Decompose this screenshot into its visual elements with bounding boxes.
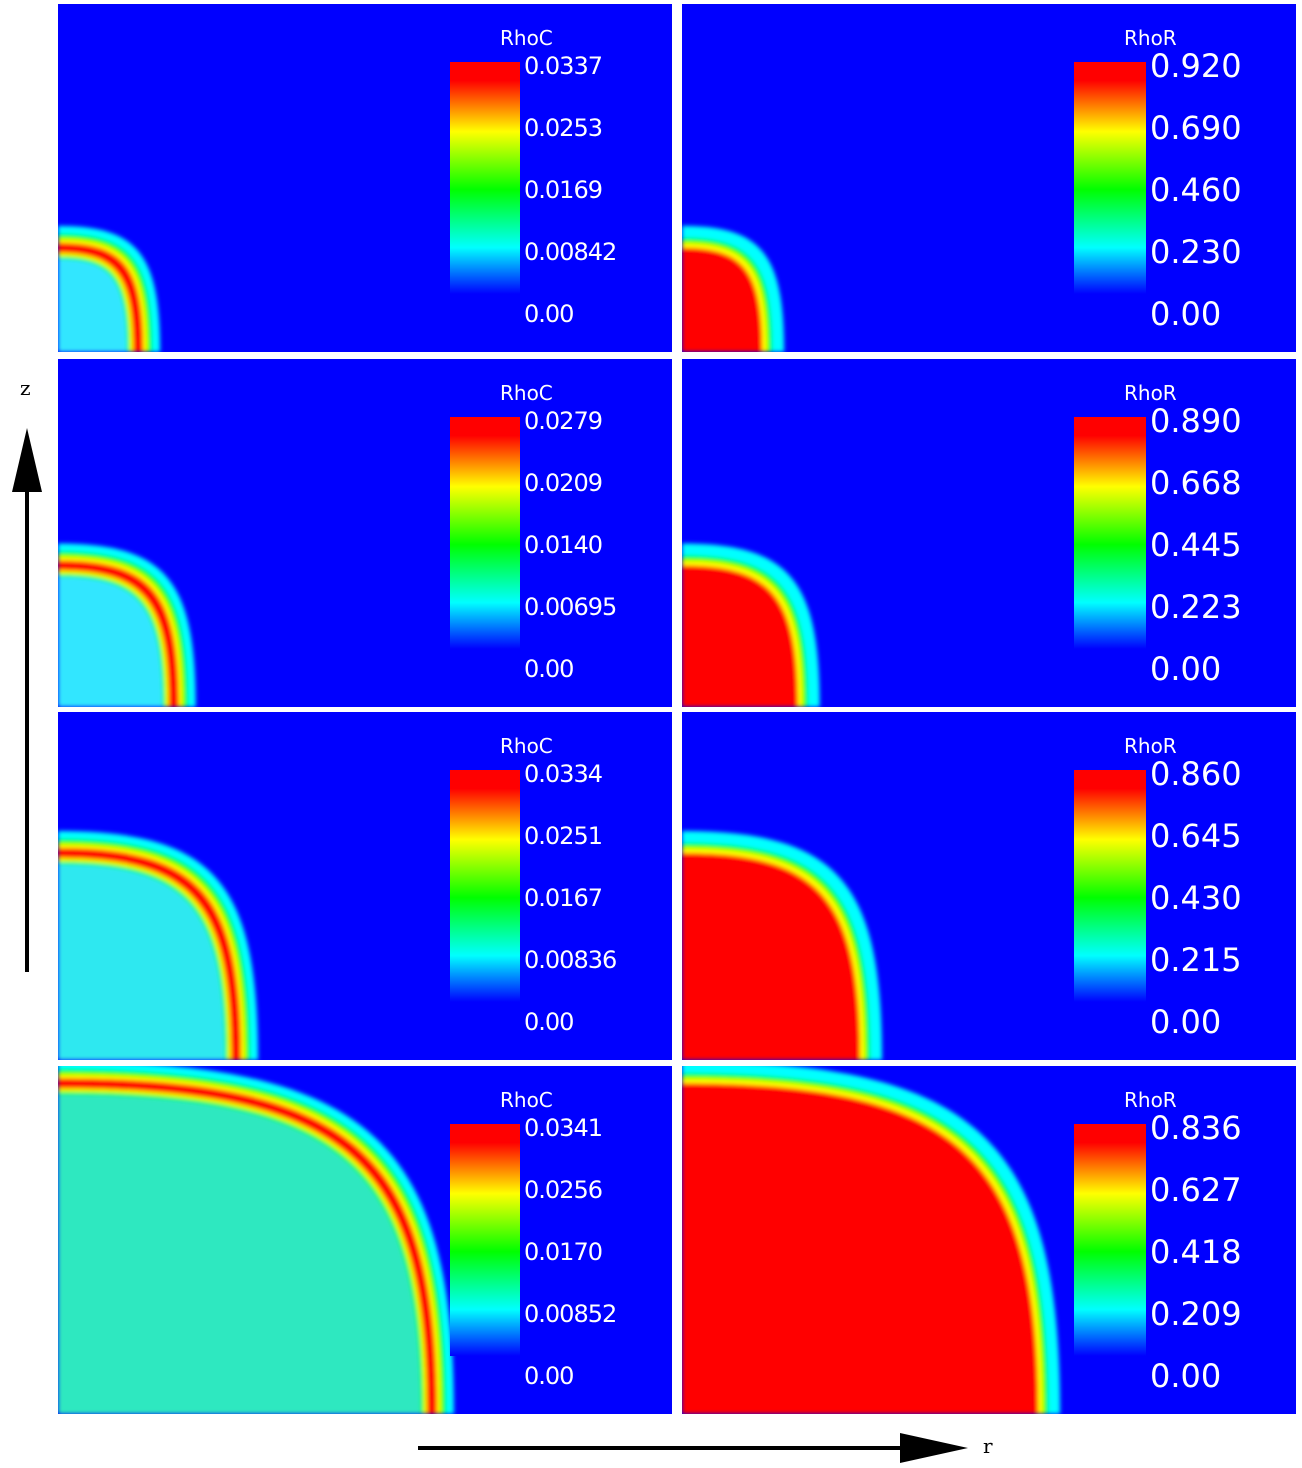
colorbar-tick-label: 0.0337 [524, 52, 603, 80]
heatmap-panel-rhoc-1: RhoC 0.0337 0.0253 0.0169 0.00842 0.00 [58, 4, 672, 352]
z-axis-label: z [20, 376, 31, 400]
heatmap-panel-rhor-2: RhoR 0.890 0.668 0.445 0.223 0.00 [682, 359, 1296, 707]
heatmap-field [58, 543, 196, 707]
colorbar-tick-label: 0.0251 [524, 822, 603, 850]
colorbar-title: RhoR [1124, 381, 1177, 405]
colorbar-tick-label: 0.223 [1150, 588, 1242, 626]
colorbar [1074, 770, 1146, 1002]
colorbar-tick-label: 0.0170 [524, 1238, 603, 1266]
heatmap-field [58, 831, 259, 1060]
r-axis-label: r [983, 1434, 993, 1458]
heatmap-panel-rhoc-3: RhoC 0.0334 0.0251 0.0167 0.00836 0.00 [58, 712, 672, 1060]
colorbar-tick-label: 0.00 [1150, 1357, 1222, 1395]
colorbar-tick-label: 0.00 [524, 655, 574, 683]
colorbar-tick-label: 0.0256 [524, 1176, 603, 1204]
colorbar-tick-label: 0.00 [1150, 295, 1222, 333]
heatmap-field [682, 831, 883, 1060]
colorbar-tick-label: 0.0341 [524, 1114, 603, 1142]
colorbar-tick-label: 0.00836 [524, 946, 617, 974]
colorbar-tick-label: 0.920 [1150, 47, 1242, 85]
heatmap-field [682, 225, 785, 352]
contour-band [682, 565, 798, 707]
heatmap-panel-rhor-4: RhoR 0.836 0.627 0.418 0.209 0.00 [682, 1066, 1296, 1414]
colorbar-tick-label: 0.00842 [524, 238, 617, 266]
z-axis-arrow [12, 428, 42, 972]
colorbar-title: RhoR [1124, 1088, 1177, 1112]
contour-band [682, 247, 763, 352]
colorbar-tick-label: 0.0334 [524, 760, 603, 788]
colorbar [1074, 1124, 1146, 1356]
colorbar-tick-label: 0.645 [1150, 817, 1242, 855]
contour-band [58, 258, 128, 352]
colorbar-title: RhoR [1124, 26, 1177, 50]
heatmap-panel-rhoc-2: RhoC 0.0279 0.0209 0.0140 0.00695 0.00 [58, 359, 672, 707]
colorbar-tick-label: 0.0253 [524, 114, 603, 142]
colorbar-tick-label: 0.890 [1150, 402, 1242, 440]
colorbar-title: RhoC [500, 734, 553, 758]
colorbar [1074, 62, 1146, 294]
colorbar-title: RhoC [500, 381, 553, 405]
contour-band [682, 853, 861, 1060]
colorbar-tick-label: 0.0209 [524, 469, 603, 497]
colorbar-tick-label: 0.0167 [524, 884, 603, 912]
colorbar-tick-label: 0.00 [524, 1362, 574, 1390]
colorbar-tick-label: 0.836 [1150, 1109, 1242, 1147]
heatmap-field [682, 1066, 1061, 1414]
heatmap-field [682, 543, 820, 707]
colorbar-tick-label: 0.00 [1150, 1003, 1222, 1041]
colorbar-title: RhoR [1124, 734, 1177, 758]
contour-band [682, 1083, 1039, 1414]
colorbar-tick-label: 0.0169 [524, 176, 603, 204]
heatmap-panel-rhor-3: RhoR 0.860 0.645 0.430 0.215 0.00 [682, 712, 1296, 1060]
colorbar-tick-label: 0.418 [1150, 1233, 1242, 1271]
colorbar [450, 417, 520, 649]
colorbar-tick-label: 0.209 [1150, 1295, 1242, 1333]
colorbar-tick-label: 0.690 [1150, 109, 1242, 147]
colorbar-tick-label: 0.00852 [524, 1300, 617, 1328]
colorbar [450, 770, 520, 1002]
colorbar-tick-label: 0.627 [1150, 1171, 1242, 1209]
colorbar-tick-label: 0.230 [1150, 233, 1242, 271]
colorbar-tick-label: 0.668 [1150, 464, 1242, 502]
colorbar [450, 1124, 520, 1356]
colorbar-tick-label: 0.0279 [524, 407, 603, 435]
colorbar-tick-label: 0.430 [1150, 879, 1242, 917]
colorbar-title: RhoC [500, 1088, 553, 1112]
colorbar-tick-label: 0.460 [1150, 171, 1242, 209]
colorbar [1074, 417, 1146, 649]
contour-band [58, 1094, 421, 1414]
r-axis-arrow [418, 1433, 968, 1463]
contour-band [58, 864, 226, 1060]
colorbar-tick-label: 0.445 [1150, 526, 1242, 564]
colorbar-tick-label: 0.0140 [524, 531, 603, 559]
colorbar [450, 62, 520, 294]
colorbar-title: RhoC [500, 26, 553, 50]
heatmap-panel-rhoc-4: RhoC 0.0341 0.0256 0.0170 0.00852 0.00 [58, 1066, 672, 1414]
colorbar-tick-label: 0.00 [524, 1008, 574, 1036]
heatmap-field [58, 225, 161, 352]
colorbar-tick-label: 0.215 [1150, 941, 1242, 979]
colorbar-tick-label: 0.00 [1150, 650, 1222, 688]
colorbar-tick-label: 0.00695 [524, 593, 617, 621]
heatmap-field [58, 1066, 454, 1414]
heatmap-panel-rhor-1: RhoR 0.920 0.690 0.460 0.230 0.00 [682, 4, 1296, 352]
contour-band [58, 576, 163, 707]
colorbar-tick-label: 0.00 [524, 300, 574, 328]
colorbar-tick-label: 0.860 [1150, 755, 1242, 793]
